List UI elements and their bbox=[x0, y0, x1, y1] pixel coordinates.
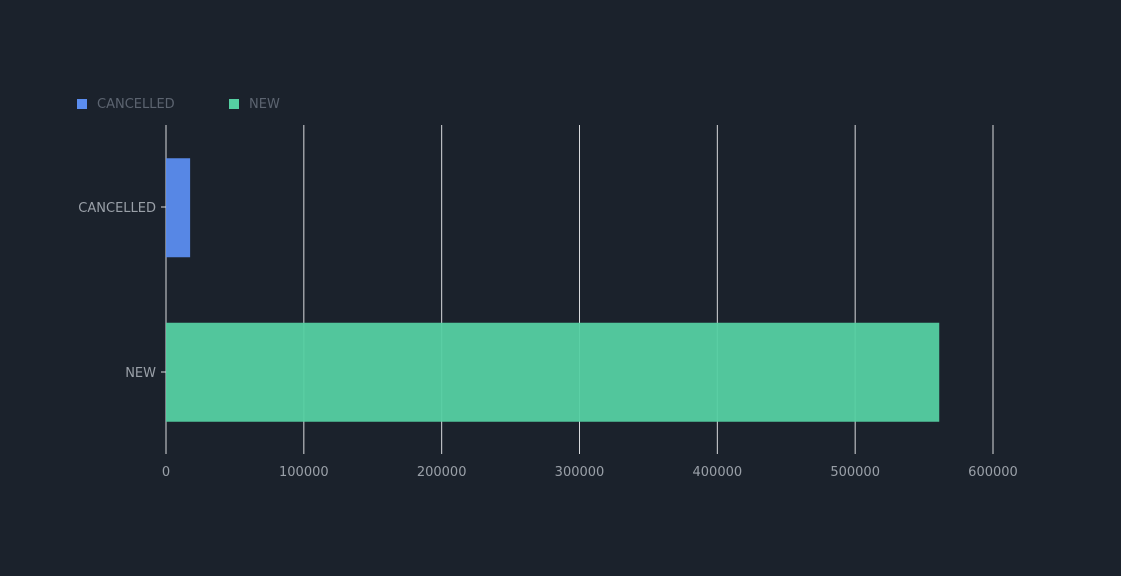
x-tick-label-200000: 200000 bbox=[417, 465, 467, 480]
legend-item-new[interactable]: NEW bbox=[229, 97, 280, 112]
y-axis: CANCELLED NEW bbox=[78, 201, 166, 381]
x-tick-label-400000: 400000 bbox=[693, 465, 743, 480]
legend-swatch-cancelled bbox=[77, 99, 87, 109]
x-tick-label-100000: 100000 bbox=[279, 465, 329, 480]
y-tick-label-cancelled: CANCELLED bbox=[78, 201, 156, 216]
bar-new[interactable] bbox=[166, 322, 940, 422]
legend-label-cancelled: CANCELLED bbox=[97, 97, 175, 112]
legend-swatch-new bbox=[229, 99, 239, 109]
x-tick-label-0: 0 bbox=[162, 465, 170, 480]
grid-lines bbox=[165, 125, 994, 454]
bar-cancelled[interactable] bbox=[166, 158, 191, 258]
bars bbox=[166, 158, 940, 422]
x-axis: 0 100000 200000 300000 400000 500000 600000 bbox=[162, 465, 1018, 480]
legend-label-new: NEW bbox=[249, 97, 280, 112]
x-tick-label-600000: 600000 bbox=[968, 465, 1018, 480]
x-tick-label-500000: 500000 bbox=[830, 465, 880, 480]
legend: CANCELLED NEW bbox=[77, 97, 280, 112]
y-tick-label-new: NEW bbox=[125, 366, 156, 381]
legend-item-cancelled[interactable]: CANCELLED bbox=[77, 97, 175, 112]
x-tick-label-300000: 300000 bbox=[555, 465, 605, 480]
